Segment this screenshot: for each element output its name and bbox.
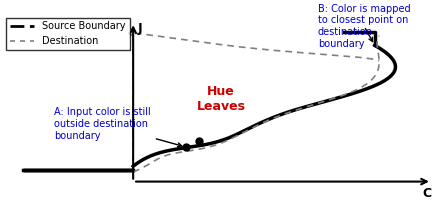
Text: B: Color is mapped
to closest point on
destination
boundary: B: Color is mapped to closest point on d… (318, 4, 410, 49)
Text: Hue
Leaves: Hue Leaves (197, 85, 245, 113)
Text: C: C (423, 187, 432, 200)
Text: A: Input color is still
outside destination
boundary: A: Input color is still outside destinat… (54, 107, 182, 147)
Legend: Source Boundary, Destination: Source Boundary, Destination (6, 18, 130, 50)
Text: J: J (137, 22, 142, 35)
